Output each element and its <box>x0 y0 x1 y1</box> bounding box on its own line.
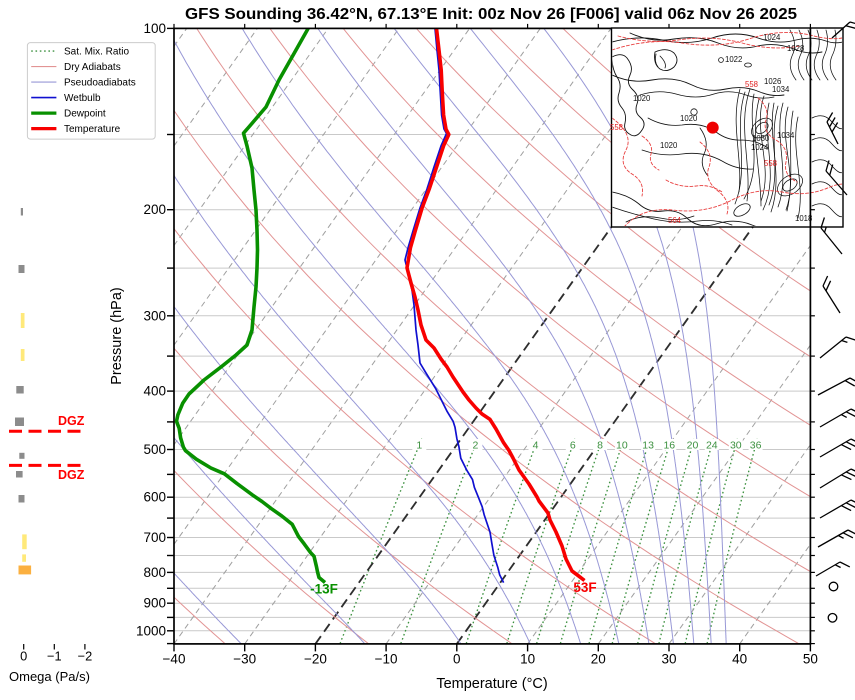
svg-text:Dry Adiabats: Dry Adiabats <box>64 62 121 73</box>
svg-text:1024: 1024 <box>751 143 769 152</box>
svg-text:1034: 1034 <box>777 131 795 140</box>
svg-text:Sat. Mix. Ratio: Sat. Mix. Ratio <box>64 47 129 58</box>
svg-text:700: 700 <box>143 530 166 545</box>
svg-text:-13F: -13F <box>310 582 338 597</box>
svg-text:500: 500 <box>143 442 166 457</box>
svg-text:24: 24 <box>706 440 718 452</box>
svg-text:2: 2 <box>472 440 478 452</box>
svg-text:36: 36 <box>750 440 762 452</box>
svg-text:−30: −30 <box>233 652 256 667</box>
svg-text:Dewpoint: Dewpoint <box>64 109 106 120</box>
svg-text:16: 16 <box>663 440 675 452</box>
svg-text:1000: 1000 <box>136 623 166 638</box>
svg-text:20: 20 <box>591 652 606 667</box>
svg-text:300: 300 <box>143 308 166 323</box>
svg-text:−20: −20 <box>304 652 327 667</box>
svg-text:10: 10 <box>616 440 628 452</box>
svg-text:0: 0 <box>453 652 461 667</box>
svg-text:−40: −40 <box>163 652 186 667</box>
svg-text:1020: 1020 <box>633 94 651 103</box>
svg-text:558: 558 <box>610 123 623 132</box>
svg-text:1026: 1026 <box>764 77 781 86</box>
svg-text:558: 558 <box>764 159 777 168</box>
svg-text:GFS Sounding 36.42°N, 67.13°E: GFS Sounding 36.42°N, 67.13°E Init: 00z … <box>185 6 797 23</box>
svg-text:30: 30 <box>661 652 676 667</box>
svg-text:40: 40 <box>732 652 747 667</box>
svg-text:100: 100 <box>143 21 166 36</box>
svg-text:1030: 1030 <box>752 134 770 143</box>
svg-text:1020: 1020 <box>680 114 698 123</box>
svg-text:1028: 1028 <box>787 44 804 53</box>
svg-text:50: 50 <box>803 652 818 667</box>
svg-text:558: 558 <box>745 80 758 89</box>
svg-text:Temperature: Temperature <box>64 124 121 135</box>
svg-text:20: 20 <box>687 440 699 452</box>
svg-text:1018: 1018 <box>795 214 812 223</box>
svg-text:Temperature (°C): Temperature (°C) <box>436 676 547 692</box>
svg-text:400: 400 <box>143 384 166 399</box>
svg-text:−10: −10 <box>375 652 398 667</box>
svg-text:1: 1 <box>416 440 422 452</box>
svg-text:900: 900 <box>143 596 166 611</box>
svg-text:1034: 1034 <box>772 85 790 94</box>
svg-text:4: 4 <box>533 440 539 452</box>
svg-text:800: 800 <box>143 565 166 580</box>
svg-text:564: 564 <box>668 216 682 225</box>
svg-text:Pseudoadiabats: Pseudoadiabats <box>64 78 136 89</box>
svg-text:Omega (Pa/s): Omega (Pa/s) <box>9 669 90 684</box>
svg-text:0: 0 <box>20 649 27 664</box>
svg-text:−1: −1 <box>47 649 62 664</box>
svg-text:DGZ: DGZ <box>58 414 85 428</box>
svg-text:10: 10 <box>520 652 535 667</box>
svg-text:1020: 1020 <box>660 141 678 150</box>
svg-text:30: 30 <box>730 440 742 452</box>
svg-text:53F: 53F <box>573 580 596 595</box>
svg-text:1024: 1024 <box>763 33 781 42</box>
svg-text:DGZ: DGZ <box>58 468 85 482</box>
svg-text:600: 600 <box>143 490 166 505</box>
svg-text:6: 6 <box>570 440 576 452</box>
svg-text:200: 200 <box>143 202 166 217</box>
svg-text:13: 13 <box>642 440 654 452</box>
svg-text:Pressure (hPa): Pressure (hPa) <box>109 287 125 385</box>
svg-text:1022: 1022 <box>725 55 742 64</box>
svg-text:8: 8 <box>597 440 603 452</box>
svg-text:−2: −2 <box>78 649 93 664</box>
svg-text:Wetbulb: Wetbulb <box>64 93 101 104</box>
